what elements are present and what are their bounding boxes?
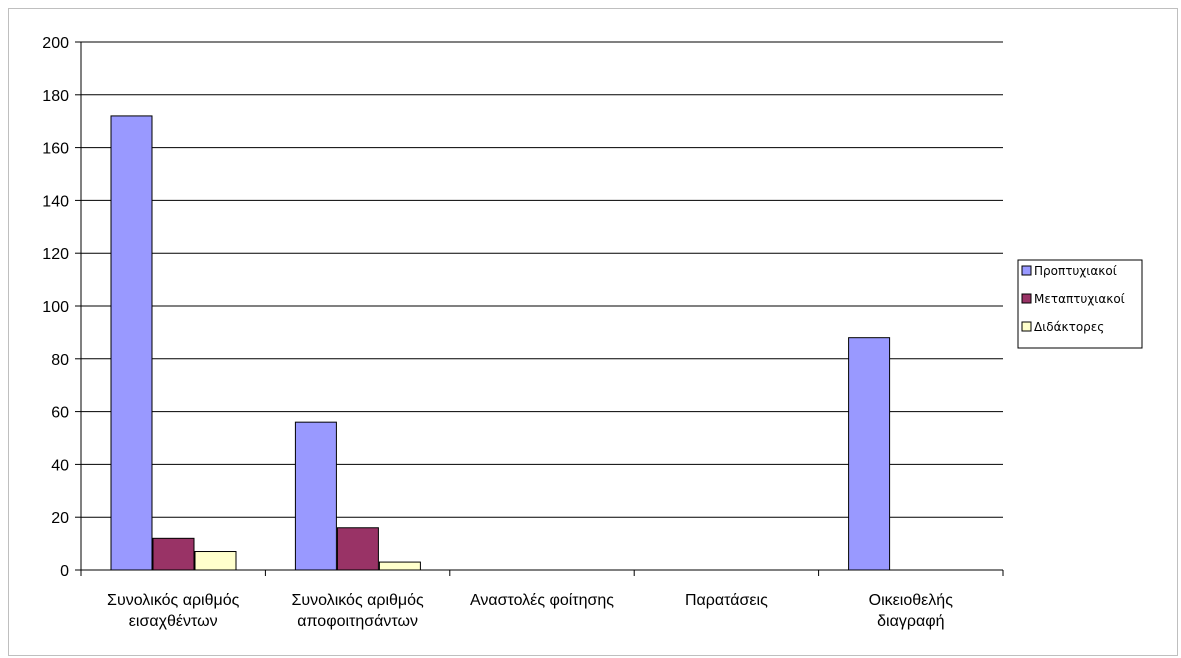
y-tick-label: 40 (51, 457, 69, 474)
y-tick-label: 80 (51, 352, 69, 369)
legend-label: Μεταπτυχιακοί (1034, 292, 1125, 306)
legend: Προπτυχιακοί Μεταπτυχιακοί Διδάκτορες (1017, 259, 1143, 349)
y-tick-label: 200 (42, 35, 69, 52)
y-tick-label: 160 (42, 141, 69, 158)
legend-swatch (1021, 265, 1032, 276)
category-label: Συνολικός αριθμός (291, 592, 424, 609)
y-tick-label: 0 (60, 563, 69, 580)
bar-undergraduate (294, 421, 337, 571)
bar-postgraduate (336, 527, 379, 571)
y-tick-label: 120 (42, 246, 69, 263)
category-label: αποφοιτησάντων (297, 613, 418, 630)
category-label: Οικειοθελής (869, 592, 954, 609)
bars (110, 115, 891, 571)
y-tick-label: 180 (42, 88, 69, 105)
category-label: Συνολικός αριθμός (107, 592, 240, 609)
bar-undergraduate (848, 337, 891, 571)
category-label: Παρατάσεις (685, 592, 768, 609)
y-axis: 0 20 40 60 80 100 120 140 160 180 200 (42, 35, 82, 580)
y-tick-label: 60 (51, 405, 69, 422)
legend-label: Προπτυχιακοί (1034, 264, 1117, 278)
y-tick-label: 140 (42, 193, 69, 210)
bar-doctoral (378, 561, 421, 571)
legend-label: Διδάκτορες (1034, 320, 1104, 334)
category-label: διαγραφή (877, 613, 944, 630)
bar-undergraduate (110, 115, 153, 571)
legend-box (1017, 259, 1143, 349)
legend-swatch (1021, 321, 1032, 332)
category-label: Αναστολές φοίτησης (470, 592, 614, 609)
bar-doctoral (194, 551, 237, 571)
x-axis: Συνολικός αριθμός εισαχθέντων Συνολικός αρ… (80, 569, 1004, 630)
legend-swatch (1021, 293, 1032, 304)
chart-frame (8, 8, 1178, 656)
category-label: εισαχθέντων (129, 613, 218, 630)
y-tick-label: 20 (51, 510, 69, 527)
bar-postgraduate (152, 537, 195, 571)
y-tick-label: 100 (42, 299, 69, 316)
